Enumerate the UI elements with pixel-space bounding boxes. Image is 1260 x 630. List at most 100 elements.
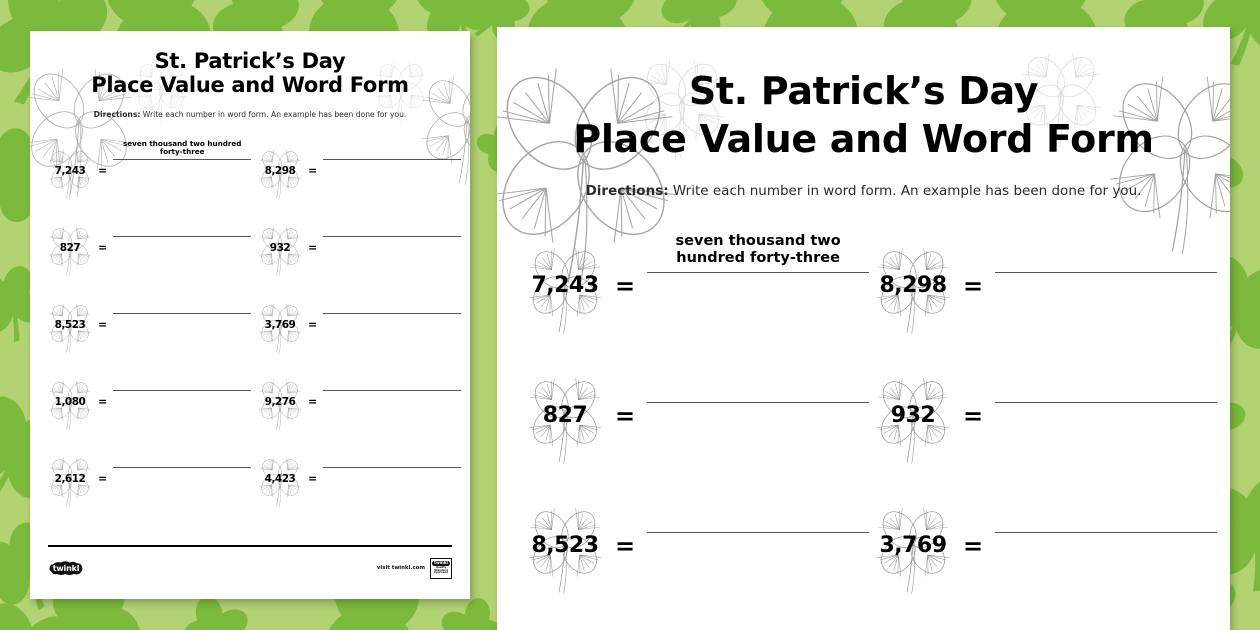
equals-sign: = <box>615 401 636 430</box>
answer-blank-line[interactable] <box>647 363 870 403</box>
problem-row: 1,080 = 9,276 = <box>30 373 470 431</box>
directions-body: Write each number in word form. An examp… <box>668 183 1142 200</box>
badge-bottom-text: Approved <box>433 571 449 575</box>
problem-item: 9,276 = <box>254 373 464 431</box>
equals-sign: = <box>308 318 318 332</box>
page-title-line-1: St. Patrick’s Day <box>688 69 1039 113</box>
twinkl-logo-text: twinkl <box>52 563 80 573</box>
problem-item: 9,276= <box>867 625 1215 630</box>
problem-row: 7,243 = seven thousand two hundred forty-t… <box>497 233 1230 335</box>
problem-number: 932 <box>890 403 936 429</box>
answer-blank-line[interactable] <box>647 623 869 630</box>
problem-row: 827 = 932 = <box>497 365 1230 465</box>
problem-number: 7,243 <box>531 273 599 299</box>
answer-blank-line[interactable] <box>995 363 1218 403</box>
clover-number-badge: 9,276 <box>254 373 306 431</box>
visit-link[interactable]: visit twinkl.com <box>376 565 425 571</box>
answer-example[interactable]: seven thousand two hundred forty-three <box>647 233 870 273</box>
problem-item: 8,523 = <box>519 493 870 595</box>
clover-number-badge: 3,769 <box>867 495 959 595</box>
answer-blank-line[interactable] <box>647 493 870 533</box>
problem-item: 1,080 = <box>44 373 254 431</box>
clover-number-badge: 2,612 <box>44 450 96 508</box>
page-title-line-1: St. Patrick’s Day <box>154 49 346 73</box>
problem-row: 8,523 = 3,769 = <box>30 296 470 354</box>
page-footer: twinkl visit twinkl.com twinkl Quality S… <box>30 545 470 585</box>
equals-sign: = <box>308 395 318 409</box>
problem-number: 827 <box>542 403 588 429</box>
problem-item: 1,080= <box>519 625 867 630</box>
twinkl-logo[interactable]: twinkl <box>48 560 84 577</box>
problem-item: 2,612 = <box>44 450 254 508</box>
quality-standard-badge: twinkl Quality Standard Approved <box>430 557 452 579</box>
page-title-line-2: Place Value and Word Form <box>573 117 1154 162</box>
problem-number: 3,769 <box>264 318 296 331</box>
answer-blank-line[interactable] <box>323 448 462 468</box>
problem-item: 8,523 = <box>44 296 254 354</box>
badge-middle-text: Quality Standard <box>434 565 448 572</box>
answer-blank-line[interactable] <box>113 448 252 468</box>
equals-sign: = <box>308 164 318 178</box>
worksheet-page-preview[interactable]: St. Patrick’s Day Place Value and Word F… <box>497 27 1230 630</box>
equals-sign: = <box>98 472 108 486</box>
clover-number-badge: 9,276 <box>867 625 959 630</box>
problem-number: 1,080 <box>54 395 86 408</box>
worksheet-page-thumbnail[interactable]: St. Patrick’s Day Place Value and Word F… <box>30 31 470 599</box>
clover-number-badge: 8,523 <box>44 296 96 354</box>
problem-number: 8,523 <box>531 533 599 559</box>
answer-blank-line[interactable] <box>995 233 1218 273</box>
problem-item: 932 = <box>254 219 464 277</box>
problem-item: 7,243 = seven thousand two hundred forty-t… <box>44 139 254 200</box>
answer-blank-line[interactable] <box>113 371 252 391</box>
footer-divider <box>48 545 452 547</box>
answer-blank-line[interactable] <box>323 217 462 237</box>
problem-item: 3,769 = <box>867 493 1218 595</box>
directions-label: Directions: <box>585 183 669 200</box>
clover-number-badge: 7,243 <box>519 235 611 335</box>
clover-number-badge: 3,769 <box>254 296 306 354</box>
problem-number: 7,243 <box>54 164 86 177</box>
answer-blank-line[interactable] <box>995 623 1217 630</box>
answer-blank-line[interactable] <box>323 294 462 314</box>
equals-sign: = <box>963 401 984 430</box>
problem-item: 4,423 = <box>254 450 464 508</box>
clover-number-badge: 1,080 <box>519 625 611 630</box>
clover-number-badge: 4,423 <box>254 450 306 508</box>
problem-item: 827 = <box>519 363 870 465</box>
problem-item: 3,769 = <box>254 296 464 354</box>
problem-number: 4,423 <box>264 472 296 485</box>
problem-item: 827 = <box>44 219 254 277</box>
background-clover-icon <box>0 596 84 630</box>
problem-number: 932 <box>269 241 291 254</box>
problem-item: 8,298 = <box>254 142 464 200</box>
answer-blank-line[interactable] <box>323 371 462 391</box>
problem-item: 7,243 = seven thousand two hundred forty-t… <box>519 233 870 335</box>
problem-number: 8,298 <box>264 164 296 177</box>
equals-sign: = <box>98 164 108 178</box>
answer-blank-line[interactable] <box>995 493 1218 533</box>
problem-number: 827 <box>59 241 81 254</box>
equals-sign: = <box>308 472 318 486</box>
equals-sign: = <box>963 531 984 560</box>
answer-blank-line[interactable] <box>113 294 252 314</box>
answer-example[interactable]: seven thousand two hundred forty-three <box>113 139 252 160</box>
clover-number-badge: 827 <box>519 365 611 465</box>
clover-number-badge: 1,080 <box>44 373 96 431</box>
directions-text: Directions: Write each number in word fo… <box>497 183 1230 201</box>
clover-number-badge: 8,298 <box>867 235 959 335</box>
answer-blank-line[interactable] <box>323 140 462 160</box>
problem-number: 2,612 <box>54 472 86 485</box>
directions-label: Directions: <box>93 109 141 119</box>
equals-sign: = <box>98 241 108 255</box>
directions-body: Write each number in word form. An examp… <box>140 109 407 119</box>
problem-row: 827 = 932 = <box>30 219 470 277</box>
problem-number: 9,276 <box>264 395 296 408</box>
directions-text: Directions: Write each number in word fo… <box>30 110 470 120</box>
problem-number: 3,769 <box>879 533 947 559</box>
equals-sign: = <box>615 271 636 300</box>
badge-top-text: twinkl <box>432 560 450 566</box>
problem-row: 2,612 = 4,423 = <box>30 450 470 508</box>
answer-blank-line[interactable] <box>113 217 252 237</box>
problem-row: 1,080= 9,276= <box>497 625 1230 630</box>
equals-sign: = <box>98 395 108 409</box>
